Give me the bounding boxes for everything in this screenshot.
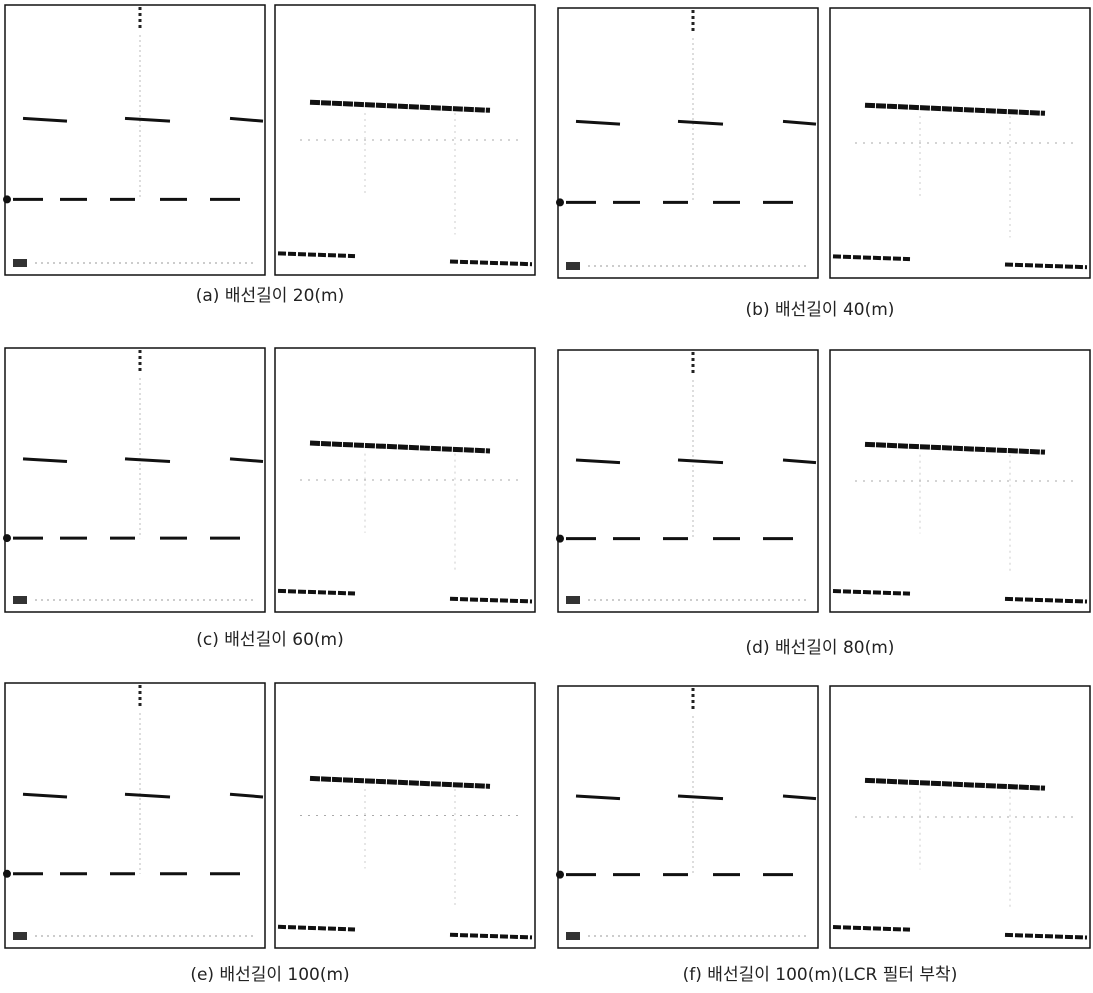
panel: (c) 배선길이 60(m) [3,348,535,650]
status-box [13,932,27,940]
caption: (d) 배선길이 80(m) [746,638,895,658]
panel: (f) 배선길이 100(m)(LCR 필터 부착) [556,686,1090,985]
ground-marker [3,870,11,878]
scope-screen [558,350,818,612]
ground-marker [556,871,564,879]
scope-screen [558,8,818,278]
caption: (e) 배선길이 100(m) [190,965,349,985]
caption: (a) 배선길이 20(m) [196,286,345,306]
status-box [566,262,580,270]
status-box [566,932,580,940]
caption: (c) 배선길이 60(m) [196,630,343,650]
figure: (a) 배선길이 20(m) (b) 배선길이 40(m) (c) 배선길이 60(… [0,0,1093,993]
scope-screen [5,348,265,612]
scope-screen [558,686,818,948]
status-box [13,259,27,267]
panel: (a) 배선길이 20(m) [3,5,535,306]
caption: (f) 배선길이 100(m)(LCR 필터 부착) [683,965,958,985]
panel: (e) 배선길이 100(m) [3,683,535,985]
ground-marker [556,198,564,206]
panel: (b) 배선길이 40(m) [556,8,1090,320]
ground-marker [556,535,564,543]
ground-marker [3,195,11,203]
caption: (b) 배선길이 40(m) [746,300,895,320]
ground-marker [3,534,11,542]
panel: (d) 배선길이 80(m) [556,350,1090,658]
status-box [13,596,27,604]
status-box [566,596,580,604]
scope-screen [5,5,265,275]
scope-screen [5,683,265,948]
